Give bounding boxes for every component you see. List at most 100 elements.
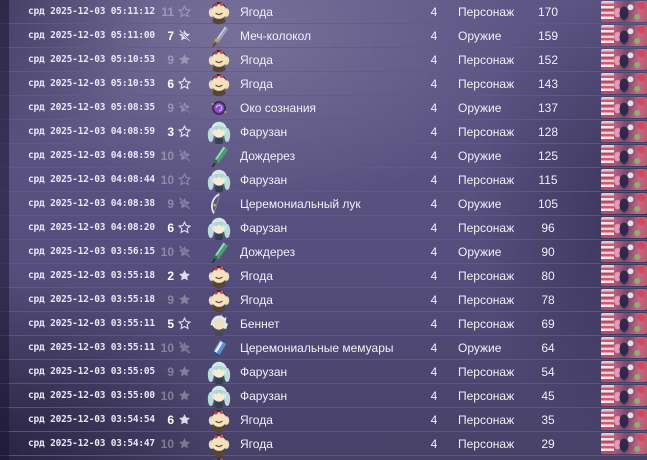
wish-row: срд 2025-12-03 03:55:11 5 Беннет 4 Персо… [0,312,647,336]
star-toggle-icon[interactable] [174,101,194,114]
item-name: Церемониальные мемуары [240,340,394,355]
item-icon [206,23,232,49]
pity-count: 7 [167,28,174,43]
wish-timestamp: срд 2025-12-03 05:11:00 [28,30,155,41]
item-name: Фарузан [240,388,288,403]
roll-number: 35 [541,412,555,427]
item-type: Персонаж [458,412,515,427]
rarity-value: 4 [430,172,438,187]
star-toggle-icon[interactable] [174,437,194,450]
wish-timestamp: срд 2025-12-03 04:08:20 [28,222,155,233]
star-toggle-icon[interactable] [174,413,194,426]
banner-thumbnail [601,25,647,46]
star-toggle-icon[interactable] [174,197,194,210]
item-type: Персонаж [458,388,515,403]
item-type: Оружие [458,196,502,211]
roll-number: 78 [541,292,555,307]
item-name: Ягода [240,292,273,307]
roll-number: 54 [541,364,555,379]
wish-row: срд 2025-12-03 05:10:53 9 Ягода 4 Персон… [0,48,647,72]
banner-thumbnail [601,49,647,70]
wish-row: срд 2025-12-03 03:55:18 9 Ягода 4 Персон… [0,288,647,312]
wish-row: срд 2025-12-03 03:55:11 10 Церемониальны… [0,336,647,360]
roll-number: 29 [541,436,555,451]
item-icon [206,263,232,289]
roll-number: 69 [541,316,555,331]
item-icon [206,407,232,433]
roll-number: 80 [541,268,555,283]
wish-timestamp: срд 2025-12-03 04:08:38 [28,198,155,209]
item-name: Ягода [240,412,273,427]
star-toggle-icon[interactable] [174,317,194,330]
wish-timestamp: срд 2025-12-03 03:55:18 [28,270,155,281]
star-toggle-icon[interactable] [174,149,194,162]
star-toggle-icon[interactable] [174,77,194,90]
item-name: Дождерез [240,244,296,259]
rarity-value: 4 [430,220,438,235]
rarity-value: 4 [430,340,438,355]
pity-count: 10 [160,172,174,187]
item-type: Персонаж [458,124,515,139]
star-toggle-icon[interactable] [174,125,194,138]
item-icon [206,167,232,193]
wish-timestamp: срд 2025-12-03 03:55:05 [28,366,155,377]
item-icon [206,47,232,73]
star-toggle-icon[interactable] [174,389,194,402]
wish-row: срд 2025-12-03 04:08:44 10 Фарузан 4 Пер… [0,168,647,192]
star-toggle-icon[interactable] [174,269,194,282]
star-toggle-icon[interactable] [174,341,194,354]
wish-timestamp: срд 2025-12-03 05:10:53 [28,54,155,65]
item-icon [206,71,232,97]
star-toggle-icon[interactable] [174,173,194,186]
wish-timestamp: срд 2025-12-03 05:08:35 [28,102,155,113]
rarity-value: 4 [430,76,438,91]
item-icon [206,311,232,337]
rarity-value: 4 [430,196,438,211]
item-name: Меч-колокол [240,28,312,43]
item-name: Ягода [240,268,273,283]
item-icon [206,143,232,169]
roll-number: 96 [541,220,555,235]
rarity-value: 4 [430,148,438,163]
rarity-value: 4 [430,388,438,403]
wish-row: срд 2025-12-03 04:08:59 10 Дождерез 4 Ор… [0,144,647,168]
item-name: Фарузан [240,124,288,139]
star-toggle-icon[interactable] [174,53,194,66]
roll-number: 115 [538,172,558,187]
star-toggle-icon[interactable] [174,221,194,234]
roll-number: 152 [537,52,559,67]
star-toggle-icon[interactable] [174,245,194,258]
roll-number: 128 [537,124,559,139]
pity-count: 10 [160,436,174,451]
star-toggle-icon[interactable] [174,293,194,306]
pity-count: 3 [167,124,174,139]
roll-number: 170 [537,4,559,19]
wish-timestamp: срд 2025-12-03 03:55:11 [28,342,155,353]
star-toggle-icon[interactable] [174,29,194,42]
pity-count: 6 [167,76,174,91]
banner-thumbnail [601,145,647,166]
pity-count: 9 [167,364,174,379]
pity-count: 10 [160,388,174,403]
rarity-value: 4 [430,436,438,451]
rarity-value: 4 [430,268,438,283]
left-edge-strip [0,0,9,460]
item-name: Ягода [240,76,273,91]
wish-timestamp: срд 2025-12-03 03:55:11 [28,318,155,329]
item-icon [206,431,232,457]
roll-number: 45 [541,388,555,403]
item-name: Фарузан [240,220,288,235]
item-icon [206,335,232,361]
banner-thumbnail [601,409,647,430]
item-icon [206,287,232,313]
item-type: Персонаж [458,292,515,307]
item-icon [206,359,232,385]
star-toggle-icon[interactable] [174,365,194,378]
item-icon [206,119,232,145]
star-toggle-icon[interactable] [174,5,194,18]
wish-timestamp: срд 2025-12-03 03:54:54 [28,414,155,425]
wish-timestamp: срд 2025-12-03 03:55:00 [28,390,155,401]
banner-thumbnail [601,385,647,406]
banner-thumbnail [601,241,647,262]
